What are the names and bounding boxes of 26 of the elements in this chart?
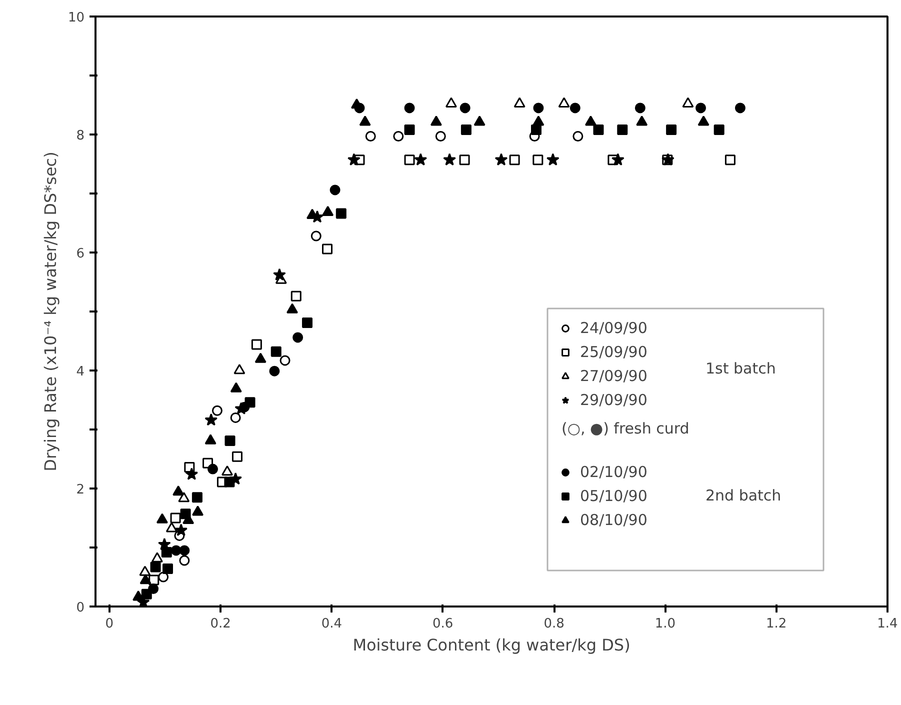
x-tick-label: 1.0	[654, 616, 676, 632]
y-tick-label: 4	[76, 364, 85, 380]
y-tick-label: 6	[76, 246, 85, 262]
annotation: 1st batch	[706, 360, 776, 378]
legend-label: 08/10/90	[580, 510, 648, 530]
y-tick-label: 10	[68, 10, 85, 26]
x-tick-label: 0	[105, 616, 114, 632]
legend-label: 25/09/90	[580, 342, 648, 362]
legend-label: 02/10/90	[580, 462, 648, 482]
x-axis-title: Moisture Content (kg water/kg DS)	[352, 636, 630, 654]
legend-label: 05/10/90	[580, 486, 648, 506]
x-tick-label: 1.4	[877, 616, 898, 632]
legend-label: 24/09/90	[580, 318, 648, 338]
y-tick-label: 2	[76, 482, 85, 498]
legend-label: 27/09/90	[580, 366, 648, 386]
x-tick-label: 0.8	[544, 616, 564, 632]
y-axis-title: Drying Rate (x10⁻⁴ kg water/kg DS*sec)	[40, 152, 60, 472]
y-tick-label: 0	[76, 600, 85, 616]
legend-label: 29/09/90	[580, 390, 648, 410]
y-tick-label: 8	[76, 128, 85, 144]
annotation: (○, ●) fresh curd	[562, 420, 690, 438]
x-tick-label: 0.2	[210, 616, 231, 632]
x-tick-label: 0.6	[432, 616, 454, 632]
x-tick-label: 0.4	[321, 616, 342, 632]
x-tick-label: 1.2	[766, 616, 787, 632]
annotation: 2nd batch	[706, 486, 782, 504]
